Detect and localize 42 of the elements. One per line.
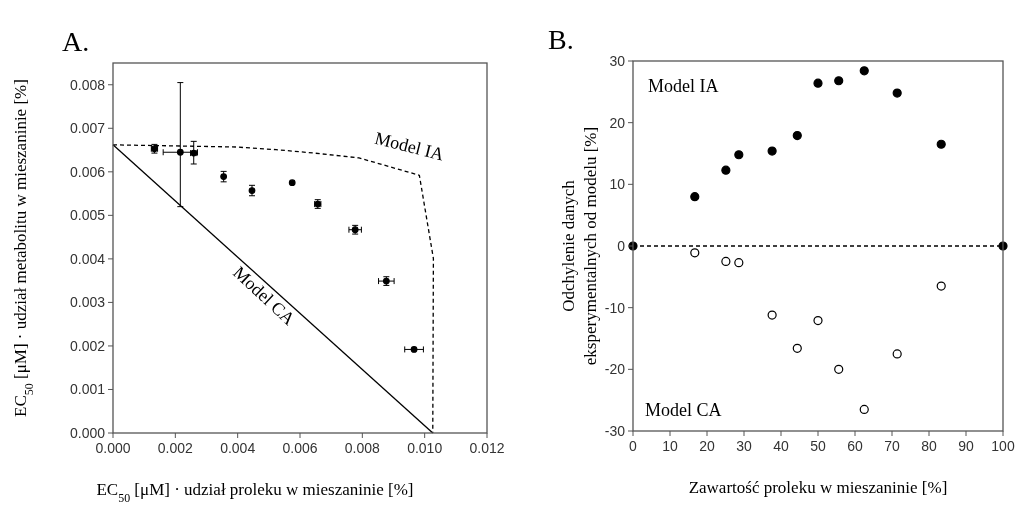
x-tick-label: 0.002 (157, 440, 194, 456)
x-axis-title: EC$_{50}$ [μM] · udział proleku w mieszaninie [%] (96, 480, 414, 505)
x-tick-label: 0.006 (282, 440, 318, 456)
x-tick-label: 100 (991, 438, 1015, 454)
chart-title: B. (548, 24, 574, 55)
y-tick-label: 0 (617, 238, 626, 254)
x-tick-label: 40 (773, 438, 789, 454)
x-tick-label: 10 (662, 438, 678, 454)
annotation: Model IA (648, 76, 719, 96)
y-tick-label: 10 (609, 176, 626, 193)
y-tick-label: 0.007 (69, 120, 106, 137)
x-tick-label: 30 (736, 438, 752, 454)
y-tick-label: 0.002 (69, 337, 106, 354)
y-tick-label: 0.000 (69, 425, 106, 441)
annotation: Model CA (645, 400, 722, 420)
y-tick-label: 0.008 (69, 76, 106, 93)
x-tick-label: 0.008 (344, 440, 381, 456)
y-tick-label: 0.005 (69, 207, 106, 224)
x-tick-label: 60 (847, 438, 863, 454)
y-tick-label: 30 (609, 53, 626, 69)
y-tick-label: 0.006 (69, 163, 106, 180)
y-axis-title: Odchylenie danych eksperymentalnych od modelu [%] (559, 126, 600, 366)
x-tick-label: 80 (921, 438, 937, 454)
x-tick-label: 90 (958, 438, 974, 454)
x-tick-label: 0.004 (220, 440, 256, 456)
y-tick-label: -20 (604, 361, 626, 378)
x-tick-label: 20 (699, 438, 715, 454)
y-tick-label: 0.001 (69, 381, 106, 398)
x-tick-label: 0.000 (95, 440, 131, 456)
y-tick-label: 0.003 (69, 294, 106, 311)
y-tick-label: 0.004 (69, 250, 106, 267)
x-tick-label: 70 (884, 438, 900, 454)
y-tick-label: -30 (604, 423, 626, 439)
annotation: Model IA (372, 127, 447, 165)
y-tick-label: 20 (609, 114, 626, 131)
x-tick-label: 50 (810, 438, 826, 454)
chart-title: A. (62, 26, 90, 57)
x-axis-title: Zawartość proleku w mieszaninie [%] (688, 478, 948, 497)
x-tick-label: 0 (629, 438, 638, 454)
x-tick-label: 0.012 (469, 440, 505, 456)
x-tick-label: 0.010 (407, 440, 443, 456)
y-tick-label: -10 (604, 299, 626, 316)
